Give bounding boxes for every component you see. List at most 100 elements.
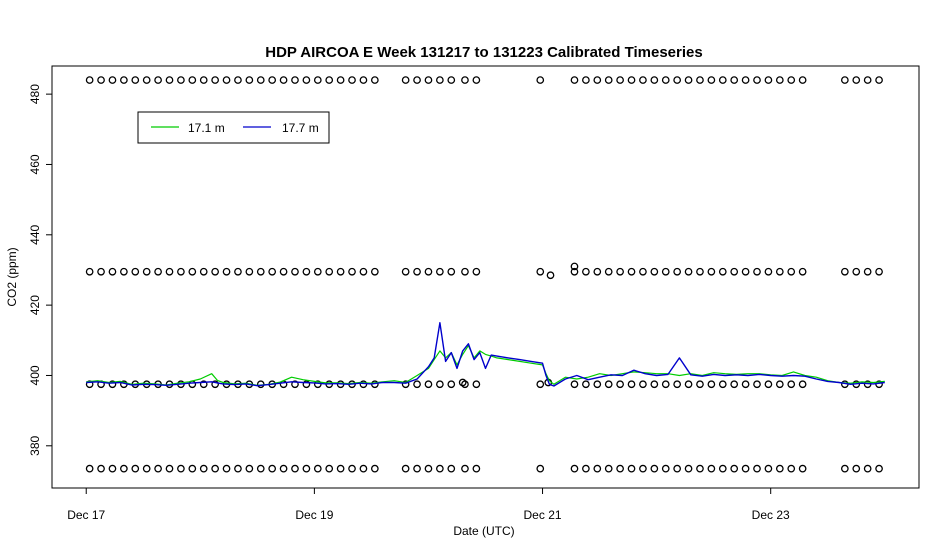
calibration-point [852,76,861,84]
y-axis: 380 400 420 440 460 480 [28,84,52,456]
calibration-point [131,76,140,84]
calibration-point [325,76,334,84]
calibration-point [472,464,481,473]
calibration-point [108,464,117,473]
calibration-point [627,76,636,84]
series-line-17-1-m [86,345,885,386]
calibration-point [325,267,334,276]
calibration-point [798,380,807,389]
calibration-point [302,76,311,84]
calibration-point [359,464,368,473]
calibration-point [718,380,727,389]
series-line-17-7-m [86,322,885,387]
legend: 17.1 m 17.7 m [137,111,330,144]
calibration-point [245,76,254,84]
calibration-point [684,267,693,276]
calibration-point [798,76,807,84]
calibration-point [268,267,277,276]
calibration-point [696,464,704,473]
calibration-point [222,267,231,276]
calibration-point [661,380,670,389]
calibration-point [684,464,693,473]
calibration-point [684,76,693,84]
y-axis-label: CO2 (ppm) [5,247,19,306]
calibration-point [120,76,128,84]
calibration-point [199,380,208,389]
calibration-point [472,267,481,276]
calibration-point [787,76,796,84]
calibration-point [650,380,659,389]
calibration-point [348,267,356,276]
calibration-point [472,380,481,389]
calibration-point [627,464,636,473]
calibration-point [413,380,421,389]
calibration-point [536,464,545,473]
calibration-point [787,464,796,473]
calibration-point [627,380,636,389]
calibration-point [120,464,128,473]
calibration-point [97,76,105,84]
calibration-point [775,464,784,473]
calibration-point [436,380,444,389]
legend-label-17-1m: 17.1 m [188,121,225,135]
calibration-point [85,76,94,84]
calibration-point [291,267,299,276]
calibration-point [696,380,704,389]
calibration-point [707,267,716,276]
calibration-point [639,380,647,389]
calibration-point [458,378,467,387]
calibration-point [177,76,185,84]
calibration-point [211,464,219,473]
calibration-point [302,380,311,389]
calibration-point [370,464,379,473]
calibration-point [313,76,322,84]
calibration-point [730,464,739,473]
calibration-point [718,464,727,473]
calibration-point [570,380,579,389]
calibration-point [424,380,433,389]
calibration-point [165,76,174,84]
chart-title: HDP AIRCOA E Week 131217 to 131223 Calib… [265,44,702,61]
calibration-point [336,267,345,276]
calibration-point [348,464,356,473]
x-tick-label: Dec 23 [752,508,790,522]
calibration-point [852,267,861,276]
calibration-point [775,380,784,389]
calibration-point [447,380,456,389]
calibration-point [85,267,94,276]
calibration-point [401,76,410,84]
calibration-point [313,380,322,389]
calibration-point [616,76,624,84]
calibration-point [570,464,579,473]
calibration-point [336,76,345,84]
calibration-point [370,267,379,276]
calibration-point [436,76,444,84]
calibration-point [753,464,761,473]
calibration-point [684,380,693,389]
calibration-point [199,464,208,473]
calibration-point [447,76,456,84]
calibration-point [245,267,254,276]
calibration-point [696,267,704,276]
calibration-point [165,267,174,276]
x-tick-label: Dec 19 [295,508,333,522]
series-lines [86,322,885,387]
calibration-point [775,267,784,276]
calibration-point [313,464,322,473]
calibration-point [627,267,636,276]
calibration-point [650,76,659,84]
y-tick-label: 400 [28,365,42,385]
calibration-point [222,464,231,473]
calibration-point [359,267,368,276]
calibration-point [154,464,162,473]
calibration-point [188,267,197,276]
calibration-point [424,464,433,473]
x-tick-label: Dec 17 [67,508,105,522]
calibration-point [875,464,883,473]
calibration-point [97,464,105,473]
calibration-point [798,464,807,473]
calibration-point [536,76,545,84]
calibration-point [582,464,590,473]
calibration-point [401,380,410,389]
calibration-point [325,464,334,473]
